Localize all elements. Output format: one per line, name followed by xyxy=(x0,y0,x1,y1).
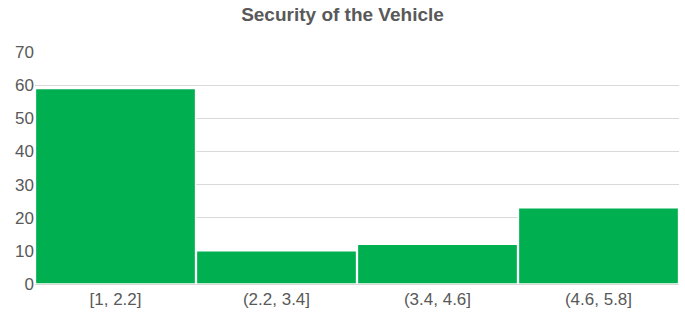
svg-text:60: 60 xyxy=(15,76,34,95)
svg-text:[1, 2.2]: [1, 2.2] xyxy=(90,290,142,309)
svg-text:Security of the Vehicle: Security of the Vehicle xyxy=(241,4,444,25)
svg-text:20: 20 xyxy=(15,209,34,228)
svg-text:40: 40 xyxy=(15,142,34,161)
svg-text:70: 70 xyxy=(15,43,34,62)
svg-text:30: 30 xyxy=(15,176,34,195)
svg-text:10: 10 xyxy=(15,242,34,261)
svg-text:50: 50 xyxy=(15,109,34,128)
svg-text:0: 0 xyxy=(25,275,34,294)
svg-text:(3.4, 4.6]: (3.4, 4.6] xyxy=(404,290,471,309)
svg-text:(4.6, 5.8]: (4.6, 5.8] xyxy=(565,290,632,309)
svg-text:(2.2, 3.4]: (2.2, 3.4] xyxy=(243,290,310,309)
